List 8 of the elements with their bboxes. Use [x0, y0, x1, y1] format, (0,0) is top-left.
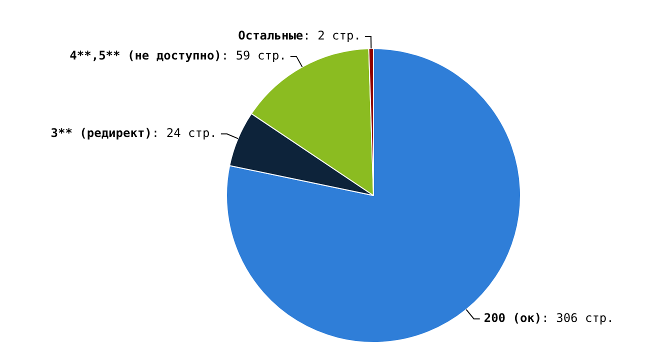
data-label: : 59 стр. — [221, 48, 286, 63]
slice-label: 4**,5** (не доступно) — [70, 48, 222, 63]
slice-label: 200 (ок) — [484, 310, 542, 325]
data-label: : 24 стр. — [152, 126, 217, 140]
data-label: : 306 стр. — [542, 310, 614, 325]
slice-label: 3** (редирект) — [50, 126, 152, 140]
slice-label: Остальные — [238, 28, 304, 43]
data-label: : 2 стр. — [303, 28, 361, 43]
